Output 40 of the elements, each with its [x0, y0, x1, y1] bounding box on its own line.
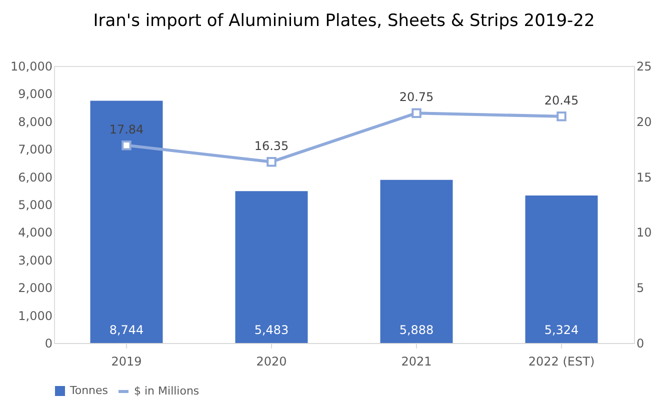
bar [90, 100, 163, 343]
data-label: 17.84 [109, 122, 144, 136]
legend-label: $ in Millions [134, 384, 200, 398]
y-tick-label: 0 [44, 336, 52, 350]
data-label: 5,324 [544, 323, 579, 337]
y-tick-label: 3,000 [18, 253, 52, 268]
y-tick-label: 4,000 [18, 226, 52, 240]
x-tick-label: 2021 [401, 354, 432, 368]
bar [525, 196, 598, 343]
x-tick-label: 2020 [256, 354, 287, 368]
data-label: 8,744 [109, 323, 144, 337]
x-tick-label: 2019 [111, 354, 142, 368]
y-tick-label: 5,000 [18, 198, 52, 212]
y-tick-label: 10,000 [10, 60, 52, 74]
bar [380, 180, 453, 343]
y2-tick-label: 25 [636, 60, 652, 74]
y-tick-label: 6,000 [18, 170, 52, 184]
y-tick-label: 2,000 [18, 281, 52, 296]
data-label: 16.35 [254, 138, 289, 153]
point [266, 156, 276, 167]
bar [235, 191, 308, 343]
chart-title: Iran's import of Aluminium Plates, Sheets & Strips 2019-22 [93, 11, 595, 31]
data-label: 20.45 [544, 93, 579, 108]
point [122, 140, 132, 150]
y2-tick-label: 0 [636, 336, 644, 350]
y2-tick-label: 20 [636, 114, 652, 129]
data-label: 5,483 [254, 323, 289, 337]
point [412, 108, 422, 118]
y-tick-label: 9,000 [18, 87, 52, 102]
y-tick-label: 7,000 [18, 142, 52, 157]
y2-tick-label: 5 [636, 281, 644, 296]
legend-label: Tonnes [69, 384, 108, 397]
y-tick-label: 8,000 [18, 114, 52, 129]
x-tick-label: 2022 (EST) [528, 354, 595, 368]
y-tick-label: 1,000 [18, 308, 52, 323]
point [556, 112, 566, 122]
data-label: 5,888 [399, 323, 434, 337]
y2-tick-label: 15 [636, 170, 652, 184]
y2-tick-label: 10 [636, 226, 652, 240]
data-label: 20.75 [399, 90, 434, 104]
